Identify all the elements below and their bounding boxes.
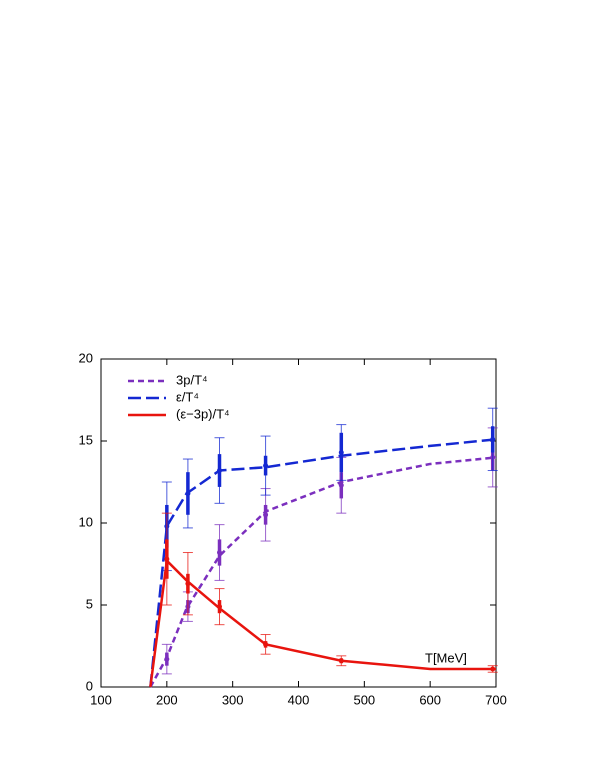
legend-label: ε/T⁴	[176, 389, 199, 404]
y-tick-label: 0	[86, 678, 93, 693]
data-point	[263, 641, 269, 647]
data-point	[164, 656, 170, 662]
x-tick-label: 200	[156, 692, 178, 707]
data-point	[263, 512, 269, 518]
y-tick-label: 15	[79, 432, 93, 447]
legend-label: (ε−3p)/T⁴	[176, 406, 230, 421]
y-tick-label: 5	[86, 596, 93, 611]
x-tick-label: 700	[485, 692, 507, 707]
data-point	[164, 556, 170, 562]
y-tick-label: 10	[79, 514, 93, 529]
curve	[149, 558, 496, 688]
data-point	[263, 463, 269, 469]
data-point	[490, 436, 496, 442]
x-tick-label: 100	[90, 692, 112, 707]
data-point	[338, 658, 344, 664]
data-point	[185, 581, 191, 587]
plot-frame	[100, 358, 497, 688]
x-tick-label: 500	[353, 692, 375, 707]
x-tick-label: 600	[419, 692, 441, 707]
x-tick-label: 300	[222, 692, 244, 707]
data-point	[217, 468, 222, 474]
data-point	[217, 550, 222, 556]
data-point	[338, 482, 344, 488]
legend-label: 3p/T⁴	[176, 372, 208, 387]
data-point	[217, 604, 222, 610]
curve	[149, 456, 497, 688]
data-point	[185, 490, 191, 496]
y-tick-label: 20	[79, 350, 93, 365]
data-point	[338, 449, 344, 455]
curve	[149, 438, 497, 688]
x-tick-label: 400	[288, 692, 310, 707]
annotation: T[MeV]	[425, 650, 467, 665]
data-point	[490, 666, 496, 672]
